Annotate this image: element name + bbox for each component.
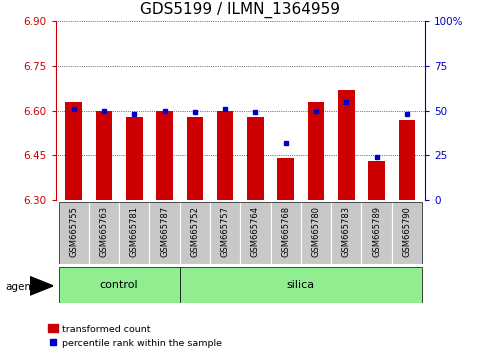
Text: silica: silica	[287, 280, 315, 290]
Bar	[65, 102, 82, 200]
Text: GSM665755: GSM665755	[69, 206, 78, 257]
Text: GSM665752: GSM665752	[190, 206, 199, 257]
Bar	[217, 111, 233, 200]
Bar	[241, 202, 270, 264]
Bar	[277, 158, 294, 200]
Bar	[89, 202, 119, 264]
Bar	[126, 116, 142, 200]
Bar	[156, 111, 173, 200]
Bar	[301, 202, 331, 264]
Bar	[308, 102, 325, 200]
Bar	[186, 116, 203, 200]
Title: GDS5199 / ILMN_1364959: GDS5199 / ILMN_1364959	[140, 2, 341, 18]
Bar	[331, 202, 361, 264]
Text: GSM665787: GSM665787	[160, 206, 169, 257]
Bar	[398, 120, 415, 200]
Legend: transformed count, percentile rank within the sample: transformed count, percentile rank withi…	[48, 324, 222, 348]
Bar	[96, 111, 113, 200]
Bar	[338, 90, 355, 200]
Text: agent: agent	[6, 282, 36, 292]
Text: GSM665780: GSM665780	[312, 206, 321, 257]
Text: GSM665783: GSM665783	[342, 206, 351, 257]
Bar	[368, 161, 385, 200]
Polygon shape	[30, 276, 53, 295]
Bar	[247, 116, 264, 200]
Bar	[361, 202, 392, 264]
Bar	[392, 202, 422, 264]
Text: GSM665764: GSM665764	[251, 206, 260, 257]
Bar	[119, 202, 149, 264]
Bar	[149, 202, 180, 264]
Bar	[58, 267, 180, 303]
Text: GSM665763: GSM665763	[99, 206, 109, 257]
Bar	[180, 202, 210, 264]
Text: GSM665757: GSM665757	[221, 206, 229, 257]
Text: control: control	[100, 280, 139, 290]
Bar	[58, 202, 89, 264]
Text: GSM665789: GSM665789	[372, 206, 381, 257]
Text: GSM665768: GSM665768	[281, 206, 290, 257]
Bar	[180, 267, 422, 303]
Text: GSM665790: GSM665790	[402, 206, 412, 257]
Text: GSM665781: GSM665781	[130, 206, 139, 257]
Bar	[210, 202, 241, 264]
Bar	[270, 202, 301, 264]
